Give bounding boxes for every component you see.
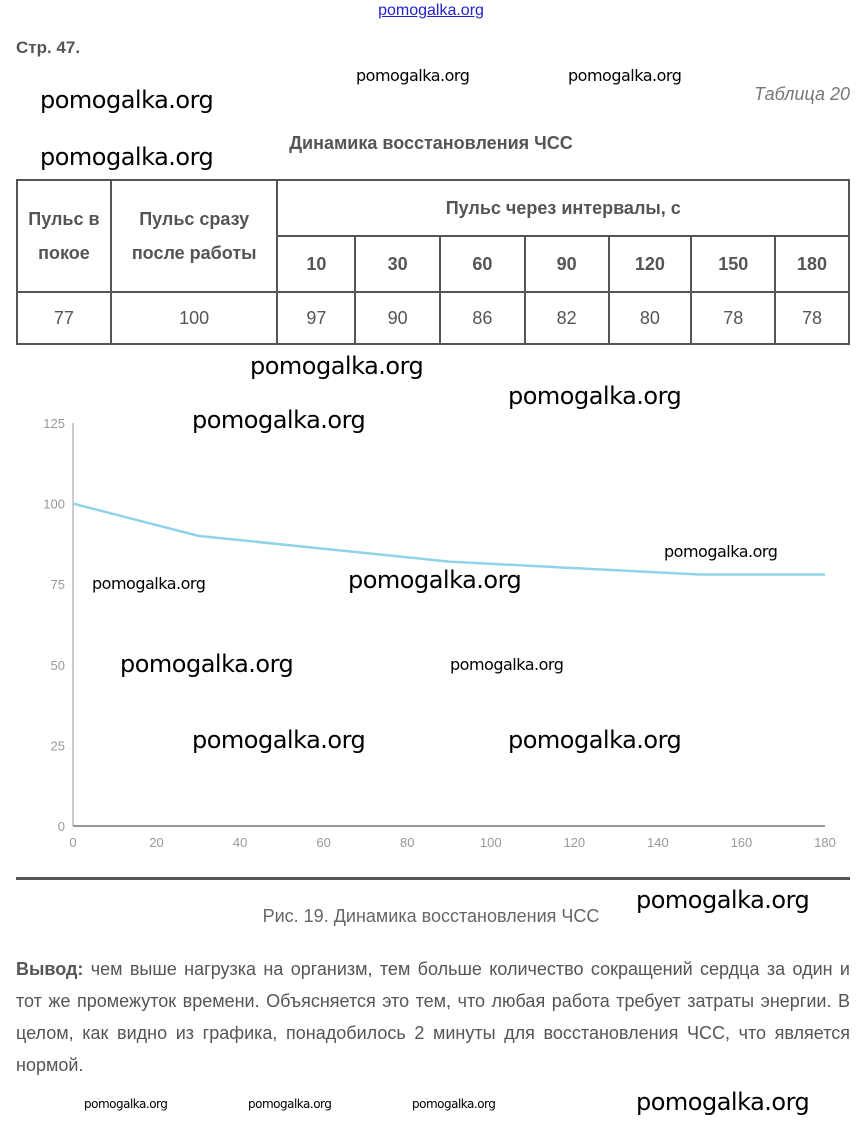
watermark: pomogalka.org xyxy=(120,650,294,678)
watermark: pomogalka.org xyxy=(248,1097,332,1111)
table-cell: 97 xyxy=(276,291,357,345)
figure-caption: Рис. 19. Динамика восстановления ЧСС xyxy=(262,906,600,926)
table-cell: 78 xyxy=(774,291,850,345)
y-tick-label: 25 xyxy=(51,738,65,753)
y-tick-label: 125 xyxy=(43,416,65,431)
conclusion-paragraph: Вывод: чем выше нагрузка на организм, те… xyxy=(16,953,850,1081)
watermark: pomogalka.org xyxy=(450,655,564,674)
y-tick-label: 75 xyxy=(51,577,65,592)
watermark: pomogalka.org xyxy=(192,406,366,434)
y-tick-label: 100 xyxy=(43,497,65,512)
table-cell: 80 xyxy=(607,291,693,345)
watermark: pomogalka.org xyxy=(664,542,778,561)
x-tick-label: 120 xyxy=(563,835,585,850)
watermark: pomogalka.org xyxy=(356,66,470,85)
watermark: pomogalka.org xyxy=(192,726,366,754)
x-tick-label: 80 xyxy=(400,835,414,850)
x-tick-label: 140 xyxy=(647,835,669,850)
header-intervals: Пульс через интервалы, с xyxy=(276,179,850,237)
header-interval: 180 xyxy=(774,235,850,293)
header-interval: 90 xyxy=(523,235,610,293)
header-rest: Пульс в покое xyxy=(16,179,112,293)
y-tick-label: 0 xyxy=(58,819,65,834)
x-tick-label: 180 xyxy=(814,835,836,850)
watermark: pomogalka.org xyxy=(508,382,682,410)
page-number: Стр. 47. xyxy=(16,38,81,57)
table-cell: 90 xyxy=(354,291,442,345)
conclusion-label: Вывод: xyxy=(16,959,84,979)
pulse-chart: 0 25 50 75 100 125 0 20 40 60 80 100 120 140 160 180 xyxy=(43,416,836,850)
header-after-work: Пульс сразу после работы xyxy=(109,179,279,293)
x-tick-label: 160 xyxy=(731,835,753,850)
watermark: pomogalka.org xyxy=(568,66,682,85)
header-interval: 10 xyxy=(276,235,357,293)
watermark: pomogalka.org xyxy=(636,886,810,914)
watermark: pomogalka.org xyxy=(348,566,522,594)
watermark: pomogalka.org xyxy=(636,1088,810,1116)
divider xyxy=(16,877,850,880)
x-tick-label: 20 xyxy=(149,835,163,850)
watermark: pomogalka.org xyxy=(412,1097,496,1111)
table-cell: 86 xyxy=(439,291,526,345)
site-link[interactable]: pomogalka.org xyxy=(378,2,484,19)
table-cell: 100 xyxy=(109,291,279,345)
header-interval: 150 xyxy=(690,235,777,293)
x-tick-label: 100 xyxy=(480,835,502,850)
header-interval: 30 xyxy=(354,235,442,293)
table-cell: 78 xyxy=(690,291,777,345)
watermark: pomogalka.org xyxy=(40,143,214,171)
table-number: Таблица 20 xyxy=(753,84,850,104)
pulse-table: Пульс в покое Пульс сразу после работы П… xyxy=(16,179,850,345)
watermark: pomogalka.org xyxy=(508,726,682,754)
x-tick-label: 60 xyxy=(316,835,330,850)
table-cell: 77 xyxy=(16,291,112,345)
watermark: pomogalka.org xyxy=(250,352,424,380)
table-title: Динамика восстановления ЧСС xyxy=(289,133,573,153)
watermark: pomogalka.org xyxy=(92,574,206,593)
y-tick-label: 50 xyxy=(51,658,65,673)
header-interval: 120 xyxy=(607,235,693,293)
table-cell: 82 xyxy=(523,291,610,345)
conclusion-text: чем выше нагрузка на организм, тем больш… xyxy=(16,959,850,1075)
x-tick-label: 40 xyxy=(233,835,247,850)
watermark: pomogalka.org xyxy=(40,86,214,114)
header-interval: 60 xyxy=(439,235,526,293)
watermark: pomogalka.org xyxy=(84,1097,168,1111)
x-tick-label: 0 xyxy=(69,835,76,850)
series-line xyxy=(72,502,825,576)
